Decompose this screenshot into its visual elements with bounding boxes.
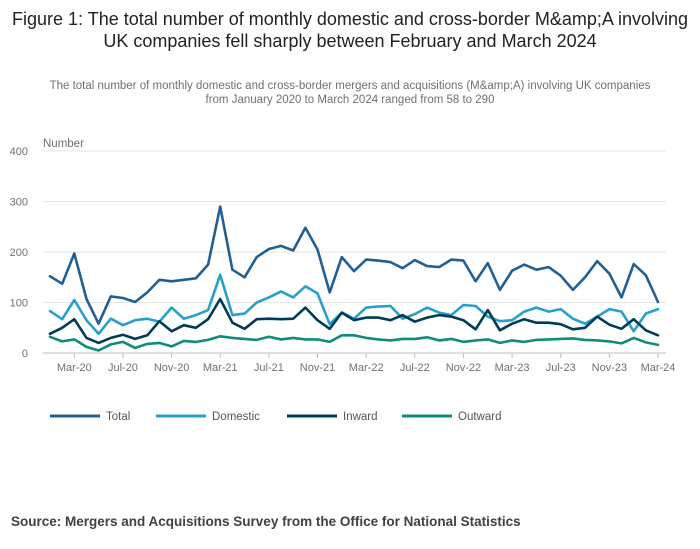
x-tick-label: Mar-21 bbox=[203, 362, 238, 374]
x-tick-label: Jul-21 bbox=[254, 362, 284, 374]
gridlines bbox=[43, 150, 666, 354]
source-note: Source: Mergers and Acquisitions Survey … bbox=[11, 514, 521, 529]
legend-label: Inward bbox=[343, 411, 378, 423]
y-axis-ticks: 0 100 200 300 400 bbox=[10, 146, 28, 360]
chart-subtitle: The total number of monthly domestic and… bbox=[49, 80, 651, 106]
x-tick-label: Nov-20 bbox=[154, 362, 189, 374]
x-tick-label: Jul-22 bbox=[400, 362, 430, 374]
legend-label: Domestic bbox=[212, 411, 260, 423]
legend-label: Outward bbox=[458, 411, 501, 423]
y-tick-label: 300 bbox=[10, 197, 28, 209]
series-lines bbox=[48, 205, 660, 352]
x-tick-label: Nov-23 bbox=[592, 362, 627, 374]
chart-title: Figure 1: The total number of monthly do… bbox=[12, 9, 688, 51]
x-tick-label: Mar-23 bbox=[495, 362, 530, 374]
y-tick-label: 100 bbox=[10, 298, 28, 310]
series-line-inward[interactable] bbox=[48, 297, 660, 345]
x-tick-label: Mar-20 bbox=[57, 362, 92, 374]
y-axis-label: Number bbox=[43, 138, 84, 150]
y-tick-label: 0 bbox=[22, 348, 28, 360]
legend-item-inward[interactable]: Inward bbox=[287, 411, 378, 423]
x-tick-label: Jul-20 bbox=[108, 362, 138, 374]
x-tick-label: Nov-22 bbox=[446, 362, 481, 374]
y-tick-label: 400 bbox=[10, 146, 28, 158]
x-tick-label: Jul-23 bbox=[546, 362, 576, 374]
x-tick-label: Mar-22 bbox=[349, 362, 384, 374]
x-axis-ticks: Mar-20 Jul-20 Nov-20 Mar-21 Jul-21 Nov-21 Mar-… bbox=[57, 353, 676, 374]
legend-item-total[interactable]: Total bbox=[50, 411, 130, 423]
legend-item-domestic[interactable]: Domestic bbox=[156, 411, 260, 423]
series-line-total[interactable] bbox=[48, 205, 660, 326]
legend-label: Total bbox=[106, 411, 130, 423]
legend-item-outward[interactable]: Outward bbox=[402, 411, 501, 423]
legend[interactable]: Total Domestic Inward Outward bbox=[50, 411, 501, 423]
x-tick-label: Nov-21 bbox=[300, 362, 335, 374]
x-tick-label: Mar-24 bbox=[641, 362, 676, 374]
series-line-outward[interactable] bbox=[48, 333, 660, 352]
y-tick-label: 200 bbox=[10, 247, 28, 259]
